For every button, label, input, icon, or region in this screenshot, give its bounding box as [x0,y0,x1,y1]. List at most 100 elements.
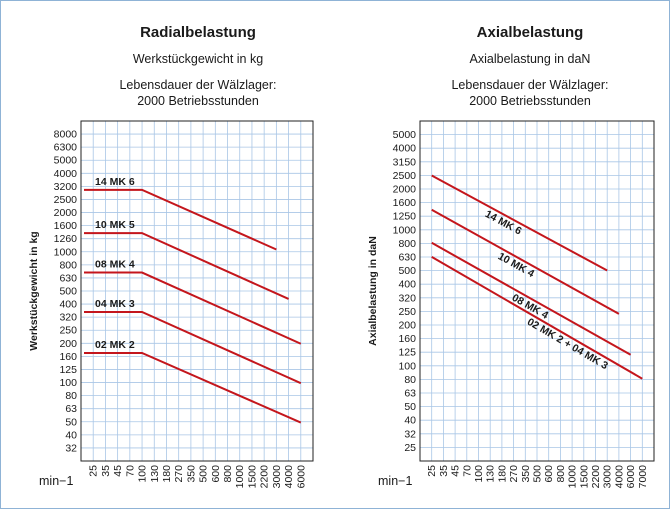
y-tick-label: 40 [404,415,416,427]
series-line [431,208,620,315]
x-tick-label: 70 [124,465,136,477]
y-axis-label: Axialbelastung in daN [367,236,379,346]
y-tick-label: 320 [398,292,416,304]
series-line [84,271,302,345]
x-tick-label: 1500 [246,465,258,489]
x-tick-label: 4000 [283,465,295,489]
series-label: 02 MK 2 [95,339,135,351]
x-tick-label: 2200 [590,465,602,489]
y-axis-label: Werkstückgewicht in kg [28,231,40,350]
y-tick-label: 40 [65,429,77,441]
y-tick-label: 630 [398,252,416,264]
y-tick-label: 5000 [54,155,78,167]
y-tick-label: 32 [404,428,416,440]
x-unit-label: min−1 [378,474,412,488]
x-tick-label: 350 [185,465,197,483]
x-tick-label: 600 [543,465,555,483]
y-tick-label: 250 [398,306,416,318]
y-tick-label: 1600 [393,197,417,209]
y-tick-label: 6300 [54,142,78,154]
y-tick-label: 400 [398,279,416,291]
y-tick-label: 100 [59,377,77,389]
y-tick-label: 63 [65,403,77,415]
x-tick-label: 500 [198,465,210,483]
chart-note-line1: Lebensdauer der Wälzlager: [451,78,608,92]
x-tick-label: 7000 [637,465,649,489]
y-tick-label: 1250 [393,211,417,223]
y-tick-label: 32 [65,442,77,454]
y-tick-label: 63 [404,388,416,400]
x-tick-label: 45 [112,465,124,477]
y-tick-label: 2000 [393,184,417,196]
x-tick-label: 35 [100,465,112,477]
x-tick-label: 270 [173,465,185,483]
y-tick-label: 2500 [393,170,417,182]
y-tick-label: 125 [398,347,416,359]
x-tick-label: 130 [149,465,161,483]
y-tick-label: 800 [59,259,77,271]
y-tick-label: 200 [398,320,416,332]
x-tick-label: 800 [555,465,567,483]
series-label: 14 MK 6 [95,176,135,188]
chart-note-line2: 2000 Betriebsstunden [469,94,591,108]
x-tick-label: 25 [426,465,438,477]
series-line [84,351,302,424]
x-tick-label: 130 [485,465,497,483]
y-tick-label: 500 [398,265,416,277]
series-label: 10 MK 5 [95,219,135,231]
y-tick-label: 50 [65,416,77,428]
x-tick-label: 45 [450,465,462,477]
x-tick-label: 4000 [613,465,625,489]
x-tick-label: 100 [473,465,485,483]
x-tick-label: 500 [532,465,544,483]
y-tick-label: 160 [59,351,77,363]
y-tick-label: 1600 [54,220,78,232]
y-tick-label: 5000 [393,129,417,141]
y-tick-label: 500 [59,286,77,298]
series-line [431,241,632,356]
y-tick-label: 800 [398,238,416,250]
chart-title: Radialbelastung [140,24,256,41]
y-tick-label: 2500 [54,194,78,206]
y-tick-label: 25 [404,442,416,454]
series-line [84,188,277,251]
x-tick-label: 3000 [602,465,614,489]
x-tick-label: 1000 [234,465,246,489]
y-tick-label: 4000 [54,168,78,180]
y-tick-label: 80 [65,390,77,402]
x-tick-label: 25 [88,465,100,477]
x-tick-label: 800 [222,465,234,483]
series-line [431,174,608,272]
chart-note-line2: 2000 Betriebsstunden [137,94,259,108]
y-tick-label: 1000 [393,224,417,236]
series-label: 04 MK 3 [95,298,135,310]
x-tick-label: 600 [210,465,222,483]
x-tick-label: 3000 [271,465,283,489]
y-tick-label: 1000 [54,246,78,258]
y-tick-label: 125 [59,364,77,376]
chart-title: Axialbelastung [477,24,584,41]
chart-note-line1: Lebensdauer der Wälzlager: [119,78,276,92]
y-tick-label: 400 [59,299,77,311]
x-tick-label: 6000 [295,465,307,489]
y-tick-label: 320 [59,312,77,324]
x-tick-label: 35 [438,465,450,477]
x-tick-label: 350 [520,465,532,483]
x-unit-label: min−1 [39,474,73,488]
series-label: 02 MK 2 + 04 MK 3 [525,316,610,372]
x-tick-label: 1500 [578,465,590,489]
x-tick-label: 180 [496,465,508,483]
y-tick-label: 3200 [54,181,78,193]
x-tick-label: 70 [461,465,473,477]
x-tick-label: 100 [137,465,149,483]
y-tick-label: 630 [59,272,77,284]
y-tick-label: 80 [404,374,416,386]
y-tick-label: 2000 [54,207,78,219]
series-label: 08 MK 4 [95,259,135,271]
y-tick-label: 4000 [393,143,417,155]
y-tick-label: 50 [404,401,416,413]
plot-area-border [80,120,314,462]
plot-area-border [419,120,655,462]
